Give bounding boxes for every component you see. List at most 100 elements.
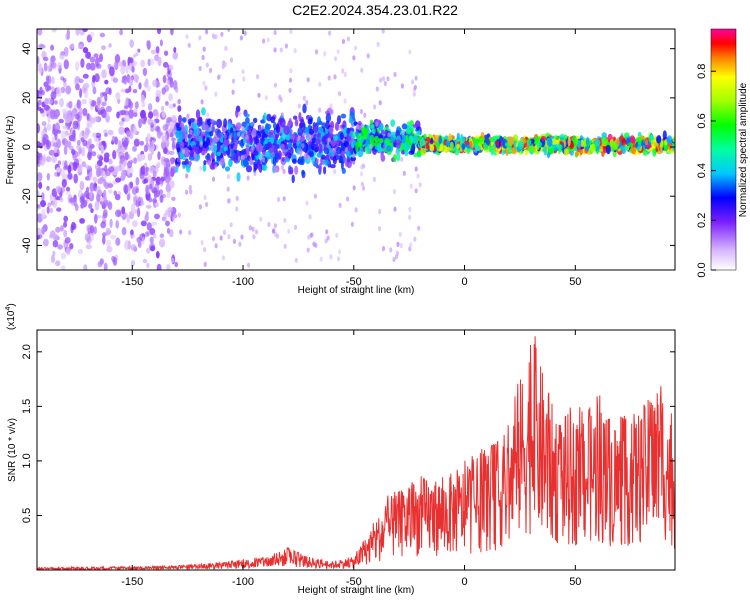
spectrogram-cell (85, 11, 89, 15)
spectrogram-cell (94, 312, 100, 319)
spectrogram-cell (243, 160, 250, 168)
spectrogram-cell (105, 105, 112, 113)
x-tick-label: -50 (346, 276, 362, 288)
spectrogram-cell (129, 57, 134, 64)
spectrogram-cell (474, 143, 479, 150)
spectrogram-cell (173, 286, 179, 292)
spectrogram-cell (172, 52, 179, 60)
spectrogram-cell (37, 29, 43, 36)
spectrogram-cell (381, 29, 385, 34)
spectrogram-cell (166, 117, 173, 123)
spectrogram-cell (60, 252, 67, 260)
spectrogram-cell (383, 80, 387, 87)
spectrogram-cell (172, 103, 176, 108)
spectrogram-cell (284, 144, 289, 150)
spectrogram-cell (146, 40, 150, 48)
colorbar-label: Normalized spectral amplitude (738, 82, 749, 217)
spectrogram-cell (616, 137, 620, 146)
spectrogram-cell (402, 170, 406, 176)
spectrogram-cell (203, 160, 207, 166)
spectrogram-cell (151, 5, 154, 11)
spectrogram-cell (351, 153, 356, 159)
spectrogram-cell (156, 29, 162, 35)
spectrogram-cell (313, 193, 317, 199)
spectrogram-cell (255, 143, 262, 152)
spectrogram-cell (57, 244, 63, 250)
spectrogram-cell (65, 85, 72, 95)
spectrogram-cell (409, 242, 413, 248)
spectrogram-cell (94, 73, 100, 83)
spectrogram-cell (66, 102, 71, 108)
spectrogram-cell (37, 227, 42, 236)
spectrogram-cell (360, 123, 364, 129)
spectrogram-cell (200, 239, 204, 246)
spectrogram-cell (241, 133, 245, 139)
spectrogram-cell (121, 341, 124, 347)
spectrogram-cell (333, 135, 339, 141)
spectrogram-cell (257, 166, 261, 171)
spectrogram-cell (375, 86, 379, 92)
spectrogram-cell (78, 78, 84, 84)
spectrogram-cell (202, 80, 206, 86)
spectrogram-cell (396, 241, 400, 247)
spectrogram-cell (149, 228, 156, 236)
spectrogram-cell (61, 178, 67, 188)
spectrogram-cell (376, 119, 380, 125)
spectrogram-cell (362, 135, 367, 140)
spectrogram-cell (337, 256, 341, 262)
spectrogram-cell (214, 91, 218, 97)
spectrogram-cell (161, 87, 166, 95)
spectrogram-cell (328, 30, 332, 36)
spectrogram-cell (291, 174, 295, 184)
colorbar-tick-label: 0.2 (696, 213, 708, 228)
spectrogram-cell (273, 223, 277, 229)
spectrogram-cell (152, 120, 156, 130)
spectrogram-cell (203, 247, 207, 253)
spectrogram-cell (270, 116, 276, 124)
spectrogram-cell (145, 184, 149, 195)
spectrogram-cell (605, 144, 611, 155)
spectrogram-cell (66, 276, 71, 280)
spectrogram-cell (155, 46, 160, 54)
spectrogram-cell (214, 243, 218, 249)
spectrogram-cell (231, 78, 236, 84)
spectrogram-cell (170, 29, 174, 36)
spectrogram-cell (267, 141, 272, 149)
spectrogram-cell (303, 153, 308, 159)
x-tick-label: -50 (346, 576, 362, 588)
spectrogram-cell (56, 129, 62, 134)
spectrogram-cell (240, 125, 245, 132)
spectrogram-cell (343, 72, 347, 78)
spectrogram-cell (308, 144, 312, 154)
spectrogram-cell (123, 74, 128, 85)
spectrogram-cell (132, 53, 137, 58)
spectrogram-cell (233, 131, 237, 142)
spectrogram-cell (307, 155, 311, 162)
spectrogram-cell (120, 88, 126, 93)
spectrogram-cell (66, 247, 71, 256)
spectrogram-cell (48, 149, 55, 156)
spectrogram-cell (210, 142, 214, 152)
spectrogram-cell (372, 176, 376, 182)
spectrogram-cell (173, 0, 176, 4)
spectrogram-cell (195, 109, 201, 119)
spectrogram-cell (631, 145, 637, 155)
spectrogram-cell (113, 21, 119, 26)
spectrogram-cell (305, 99, 309, 106)
spectrogram-cell (203, 261, 207, 267)
spectrogram-cell (274, 231, 278, 238)
spectrogram-cell (141, 100, 145, 108)
spectrogram-cell (185, 173, 189, 179)
spectrogram-cell (62, 125, 69, 130)
spectrogram-cell (129, 181, 134, 189)
spectrogram-frame (36, 28, 676, 271)
spectrogram-cell (174, 86, 179, 93)
spectrogram-cell (408, 214, 412, 220)
spectrogram-cell (137, 240, 142, 248)
spectrogram-cell (144, 231, 149, 238)
spectrogram-cell (134, 75, 139, 84)
spectrogram-cell (149, 183, 153, 190)
spectrogram-cell (476, 138, 480, 143)
spectrogram-cell (96, 141, 103, 149)
spectrogram-cell (115, 92, 121, 100)
